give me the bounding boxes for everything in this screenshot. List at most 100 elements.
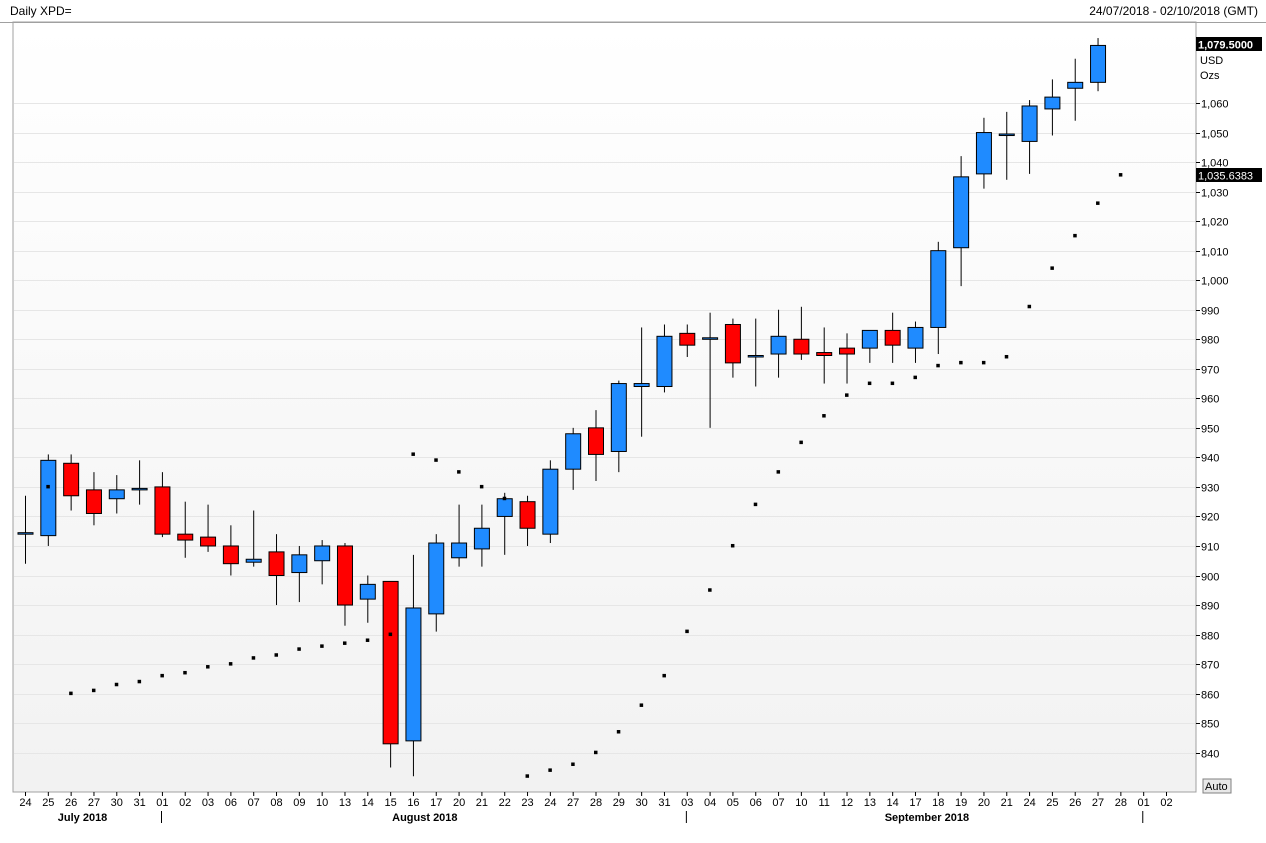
sar-dot xyxy=(388,632,393,637)
candle xyxy=(405,554,422,777)
y-tick-label: 900 xyxy=(1201,572,1219,584)
sar-value-box xyxy=(1196,168,1262,182)
x-tick-label: 27 xyxy=(1092,797,1104,809)
candle-body xyxy=(336,545,353,606)
x-tick-label: 06 xyxy=(225,797,237,809)
y-tick-label: 880 xyxy=(1201,631,1219,643)
y-tick-label: 1,040 xyxy=(1201,158,1229,170)
candle-body xyxy=(1021,105,1038,142)
y-tick-label: 860 xyxy=(1201,690,1219,702)
x-tick-label: 02 xyxy=(1160,797,1172,809)
y-tick-label: 870 xyxy=(1201,660,1219,672)
candle-body xyxy=(588,427,604,455)
sar-dot xyxy=(502,496,507,501)
x-tick-label: 18 xyxy=(932,797,944,809)
candle xyxy=(291,545,308,603)
candle xyxy=(108,475,125,514)
candle-body xyxy=(542,468,559,535)
candle xyxy=(975,117,992,189)
candle xyxy=(451,504,468,567)
sar-dot xyxy=(479,484,484,489)
candle xyxy=(610,380,627,473)
candle xyxy=(85,472,102,526)
candle xyxy=(40,454,57,546)
candle-body xyxy=(359,583,376,600)
candle-body xyxy=(268,551,285,576)
x-tick-label: 11 xyxy=(818,797,829,809)
auto-button[interactable] xyxy=(1202,778,1232,794)
x-tick-label: 30 xyxy=(111,797,123,809)
x-tick-label: 13 xyxy=(339,797,351,809)
x-tick-label: 20 xyxy=(978,797,990,809)
x-tick-label: 01 xyxy=(156,797,168,809)
month-label: August 2018 xyxy=(392,812,457,824)
candle xyxy=(656,324,673,393)
sar-dot xyxy=(228,662,233,666)
sar-dot xyxy=(1118,173,1123,177)
x-tick-label: 21 xyxy=(476,797,488,809)
price-labels: 1,079.5000 USD Ozs 1,035.6383 Auto xyxy=(1196,37,1262,794)
candle xyxy=(724,318,741,378)
sar-dot xyxy=(114,682,119,687)
y-tick-label: 940 xyxy=(1201,453,1219,465)
x-tick-label: 24 xyxy=(544,797,556,809)
x-tick-label: 15 xyxy=(384,797,396,809)
x-tick-label: 20 xyxy=(453,797,465,809)
sar-dot xyxy=(1096,201,1100,205)
x-tick-label: 23 xyxy=(521,797,533,809)
candle-body xyxy=(884,329,901,346)
candle xyxy=(496,492,513,555)
candle xyxy=(793,306,810,360)
x-tick-label: 12 xyxy=(841,797,853,809)
candle xyxy=(747,318,764,387)
candle xyxy=(1021,100,1038,174)
y-tick-label: 910 xyxy=(1201,542,1219,554)
candle-body xyxy=(610,383,627,452)
x-tick-label: 26 xyxy=(65,797,77,809)
candle xyxy=(63,454,80,511)
sar-dot xyxy=(365,638,370,642)
candle-body xyxy=(747,355,764,358)
candle xyxy=(770,309,787,378)
candle xyxy=(428,534,445,632)
sar-dot xyxy=(594,750,598,755)
sar-dot xyxy=(936,363,940,368)
last-price-box xyxy=(1196,37,1262,51)
x-tick-label: 24 xyxy=(19,797,31,809)
x-tick-label: 17 xyxy=(909,797,921,809)
x-tick-label: 24 xyxy=(1023,797,1035,809)
candle-body xyxy=(496,498,513,517)
candle-body xyxy=(314,545,331,562)
candle-body xyxy=(953,176,970,249)
candle xyxy=(702,312,719,428)
y-tick-label: 850 xyxy=(1201,719,1219,731)
candle-body xyxy=(1067,81,1084,89)
candle xyxy=(245,510,262,567)
x-tick-label: 07 xyxy=(248,797,260,809)
candle xyxy=(907,321,924,363)
x-tick-label: 01 xyxy=(1138,797,1150,809)
candle xyxy=(131,460,148,505)
candle-body xyxy=(85,489,102,514)
sar-dot xyxy=(890,381,895,386)
candle-body xyxy=(131,487,148,491)
last-price-label: 1,079.5000 xyxy=(1198,40,1253,52)
candle-body xyxy=(405,607,422,742)
y-tick-label: 1,060 xyxy=(1201,99,1229,111)
candle xyxy=(588,410,604,482)
x-tick-label: 28 xyxy=(1115,797,1127,809)
unit-label: Ozs xyxy=(1200,70,1220,82)
y-tick-label: 970 xyxy=(1201,365,1219,377)
sar-dot xyxy=(137,679,142,684)
auto-button-label[interactable]: Auto xyxy=(1205,781,1228,793)
x-tick-label: 26 xyxy=(1069,797,1081,809)
candle-body xyxy=(451,542,468,559)
candle-body xyxy=(633,383,650,388)
candle xyxy=(359,575,376,623)
sar-dot xyxy=(685,629,689,634)
sar-dot xyxy=(639,703,644,707)
y-tick-label: 950 xyxy=(1201,424,1219,436)
sar-dot xyxy=(799,440,803,445)
candle xyxy=(519,495,536,546)
